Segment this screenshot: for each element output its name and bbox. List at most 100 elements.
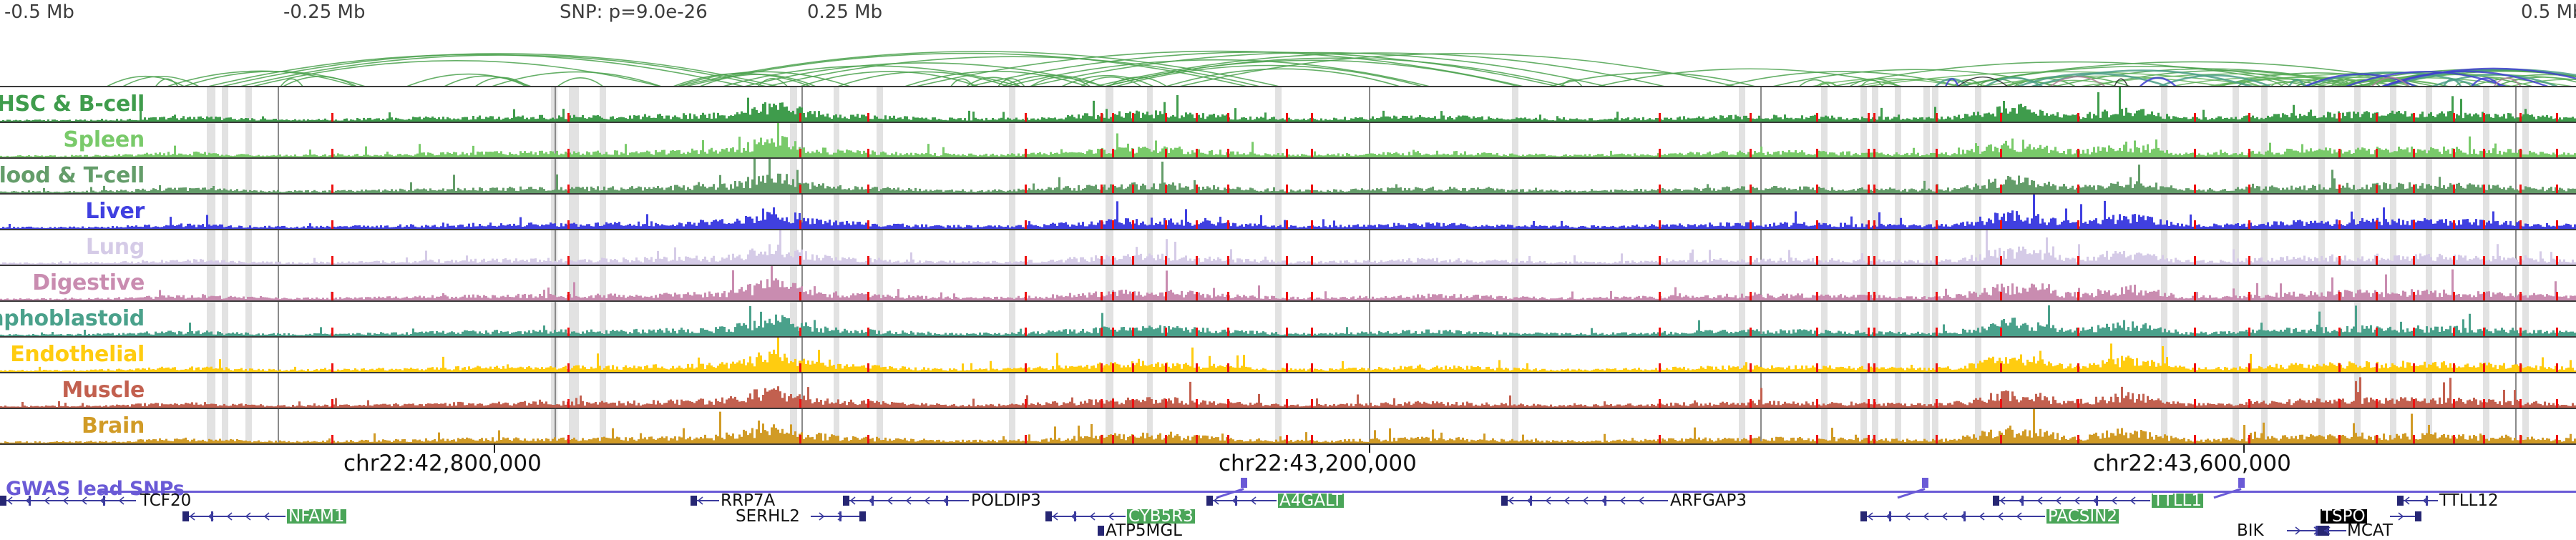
gene-name-label[interactable]: TSPO — [2321, 507, 2367, 526]
snp-marker[interactable] — [2519, 220, 2522, 229]
snp-marker[interactable] — [2556, 292, 2558, 300]
snp-marker[interactable] — [2556, 256, 2558, 265]
snp-marker[interactable] — [2556, 363, 2558, 372]
snp-marker[interactable] — [2077, 149, 2079, 157]
snp-marker[interactable] — [1873, 113, 1875, 122]
snp-marker[interactable] — [2556, 435, 2558, 443]
snp-marker[interactable] — [2519, 149, 2522, 157]
snp-marker[interactable] — [2519, 113, 2522, 122]
snp-marker[interactable] — [1025, 256, 1027, 265]
snp-marker[interactable] — [1132, 113, 1134, 122]
gene-tcf20[interactable]: TCF20 — [0, 493, 2576, 509]
snp-marker[interactable] — [1227, 399, 1229, 408]
snp-marker[interactable] — [1112, 363, 1114, 372]
snp-marker[interactable] — [1286, 256, 1288, 265]
snp-marker[interactable] — [2483, 256, 2485, 265]
snp-marker[interactable] — [1936, 220, 1938, 229]
snp-marker[interactable] — [2556, 185, 2558, 193]
snp-marker[interactable] — [1112, 220, 1114, 229]
snp-marker[interactable] — [2338, 399, 2341, 408]
snp-marker[interactable] — [2483, 220, 2485, 229]
snp-marker[interactable] — [1025, 292, 1027, 300]
snp-marker[interactable] — [2376, 256, 2378, 265]
snp-marker[interactable] — [2376, 399, 2378, 408]
snp-marker[interactable] — [2413, 149, 2415, 157]
snp-marker[interactable] — [1101, 220, 1103, 229]
snp-marker[interactable] — [1165, 220, 1167, 229]
snp-marker[interactable] — [1025, 220, 1027, 229]
snp-marker[interactable] — [1227, 113, 1229, 122]
snp-marker[interactable] — [1750, 149, 1752, 157]
snp-marker[interactable] — [1750, 113, 1752, 122]
snp-marker[interactable] — [1227, 256, 1229, 265]
snp-marker[interactable] — [2413, 256, 2415, 265]
gene-tspo[interactable]: TSPO — [0, 507, 2576, 526]
snp-marker[interactable] — [567, 435, 570, 443]
snp-marker[interactable] — [1750, 328, 1752, 336]
snp-marker[interactable] — [1286, 149, 1288, 157]
snp-marker[interactable] — [1025, 149, 1027, 157]
snp-marker[interactable] — [2000, 363, 2002, 372]
snp-marker[interactable] — [1873, 149, 1875, 157]
snp-marker[interactable] — [2338, 363, 2341, 372]
snp-marker[interactable] — [1101, 363, 1103, 372]
snp-marker[interactable] — [1750, 292, 1752, 300]
snp-marker[interactable] — [331, 185, 333, 193]
snp-marker[interactable] — [1227, 149, 1229, 157]
snp-marker[interactable] — [1936, 399, 1938, 408]
snp-marker[interactable] — [2413, 185, 2415, 193]
snp-marker[interactable] — [1101, 328, 1103, 336]
gene-name-label[interactable]: TTLL1 — [2152, 491, 2203, 510]
snp-marker[interactable] — [1816, 435, 1818, 443]
gene-atp5mgl[interactable]: ATP5MGL — [0, 521, 2576, 540]
gene-name-label[interactable]: ATP5MGL — [1106, 521, 1182, 540]
gene-ttll12[interactable]: TTLL12 — [0, 493, 2576, 509]
snp-marker[interactable] — [1311, 435, 1313, 443]
snp-marker[interactable] — [1311, 328, 1313, 336]
snp-marker[interactable] — [1165, 363, 1167, 372]
snp-marker[interactable] — [1132, 399, 1134, 408]
snp-marker[interactable] — [1873, 256, 1875, 265]
snp-marker[interactable] — [2000, 220, 2002, 229]
snp-marker[interactable] — [1025, 328, 1027, 336]
snp-marker[interactable] — [1311, 220, 1313, 229]
gene-name-label[interactable]: POLDIP3 — [971, 491, 1041, 510]
snp-marker[interactable] — [1196, 220, 1198, 229]
snp-marker[interactable] — [1868, 328, 1870, 336]
snp-marker[interactable] — [1132, 435, 1134, 443]
snp-marker[interactable] — [2453, 220, 2455, 229]
snp-marker[interactable] — [1196, 363, 1198, 372]
snp-marker[interactable] — [2248, 185, 2250, 193]
gene-arfgap3[interactable]: ARFGAP3 — [0, 493, 2576, 509]
snp-marker[interactable] — [2453, 328, 2455, 336]
snp-marker[interactable] — [799, 113, 801, 122]
snp-marker[interactable] — [1112, 292, 1114, 300]
snp-marker[interactable] — [2077, 363, 2079, 372]
snp-marker[interactable] — [1165, 328, 1167, 336]
snp-marker[interactable] — [1286, 185, 1288, 193]
gene-serhl2[interactable]: SERHL2 — [0, 509, 2576, 525]
snp-marker[interactable] — [2376, 435, 2378, 443]
snp-marker[interactable] — [2413, 292, 2415, 300]
snp-marker[interactable] — [2413, 399, 2415, 408]
snp-marker[interactable] — [2376, 113, 2378, 122]
snp-marker[interactable] — [1936, 113, 1938, 122]
snp-marker[interactable] — [2194, 399, 2196, 408]
snp-marker[interactable] — [1025, 399, 1027, 408]
snp-marker[interactable] — [1750, 363, 1752, 372]
snp-marker[interactable] — [799, 256, 801, 265]
snp-marker[interactable] — [331, 149, 333, 157]
snp-marker[interactable] — [2000, 435, 2002, 443]
snp-marker[interactable] — [2000, 256, 2002, 265]
gwas-lead-snp-tick[interactable] — [1922, 478, 1928, 488]
snp-marker[interactable] — [1286, 399, 1288, 408]
snp-marker[interactable] — [1659, 256, 1661, 265]
snp-marker[interactable] — [1936, 185, 1938, 193]
snp-marker[interactable] — [1112, 399, 1114, 408]
snp-marker[interactable] — [331, 220, 333, 229]
snp-marker[interactable] — [1165, 256, 1167, 265]
snp-marker[interactable] — [2483, 149, 2485, 157]
snp-marker[interactable] — [2519, 328, 2522, 336]
snp-marker[interactable] — [1873, 363, 1875, 372]
snp-marker[interactable] — [2519, 363, 2522, 372]
